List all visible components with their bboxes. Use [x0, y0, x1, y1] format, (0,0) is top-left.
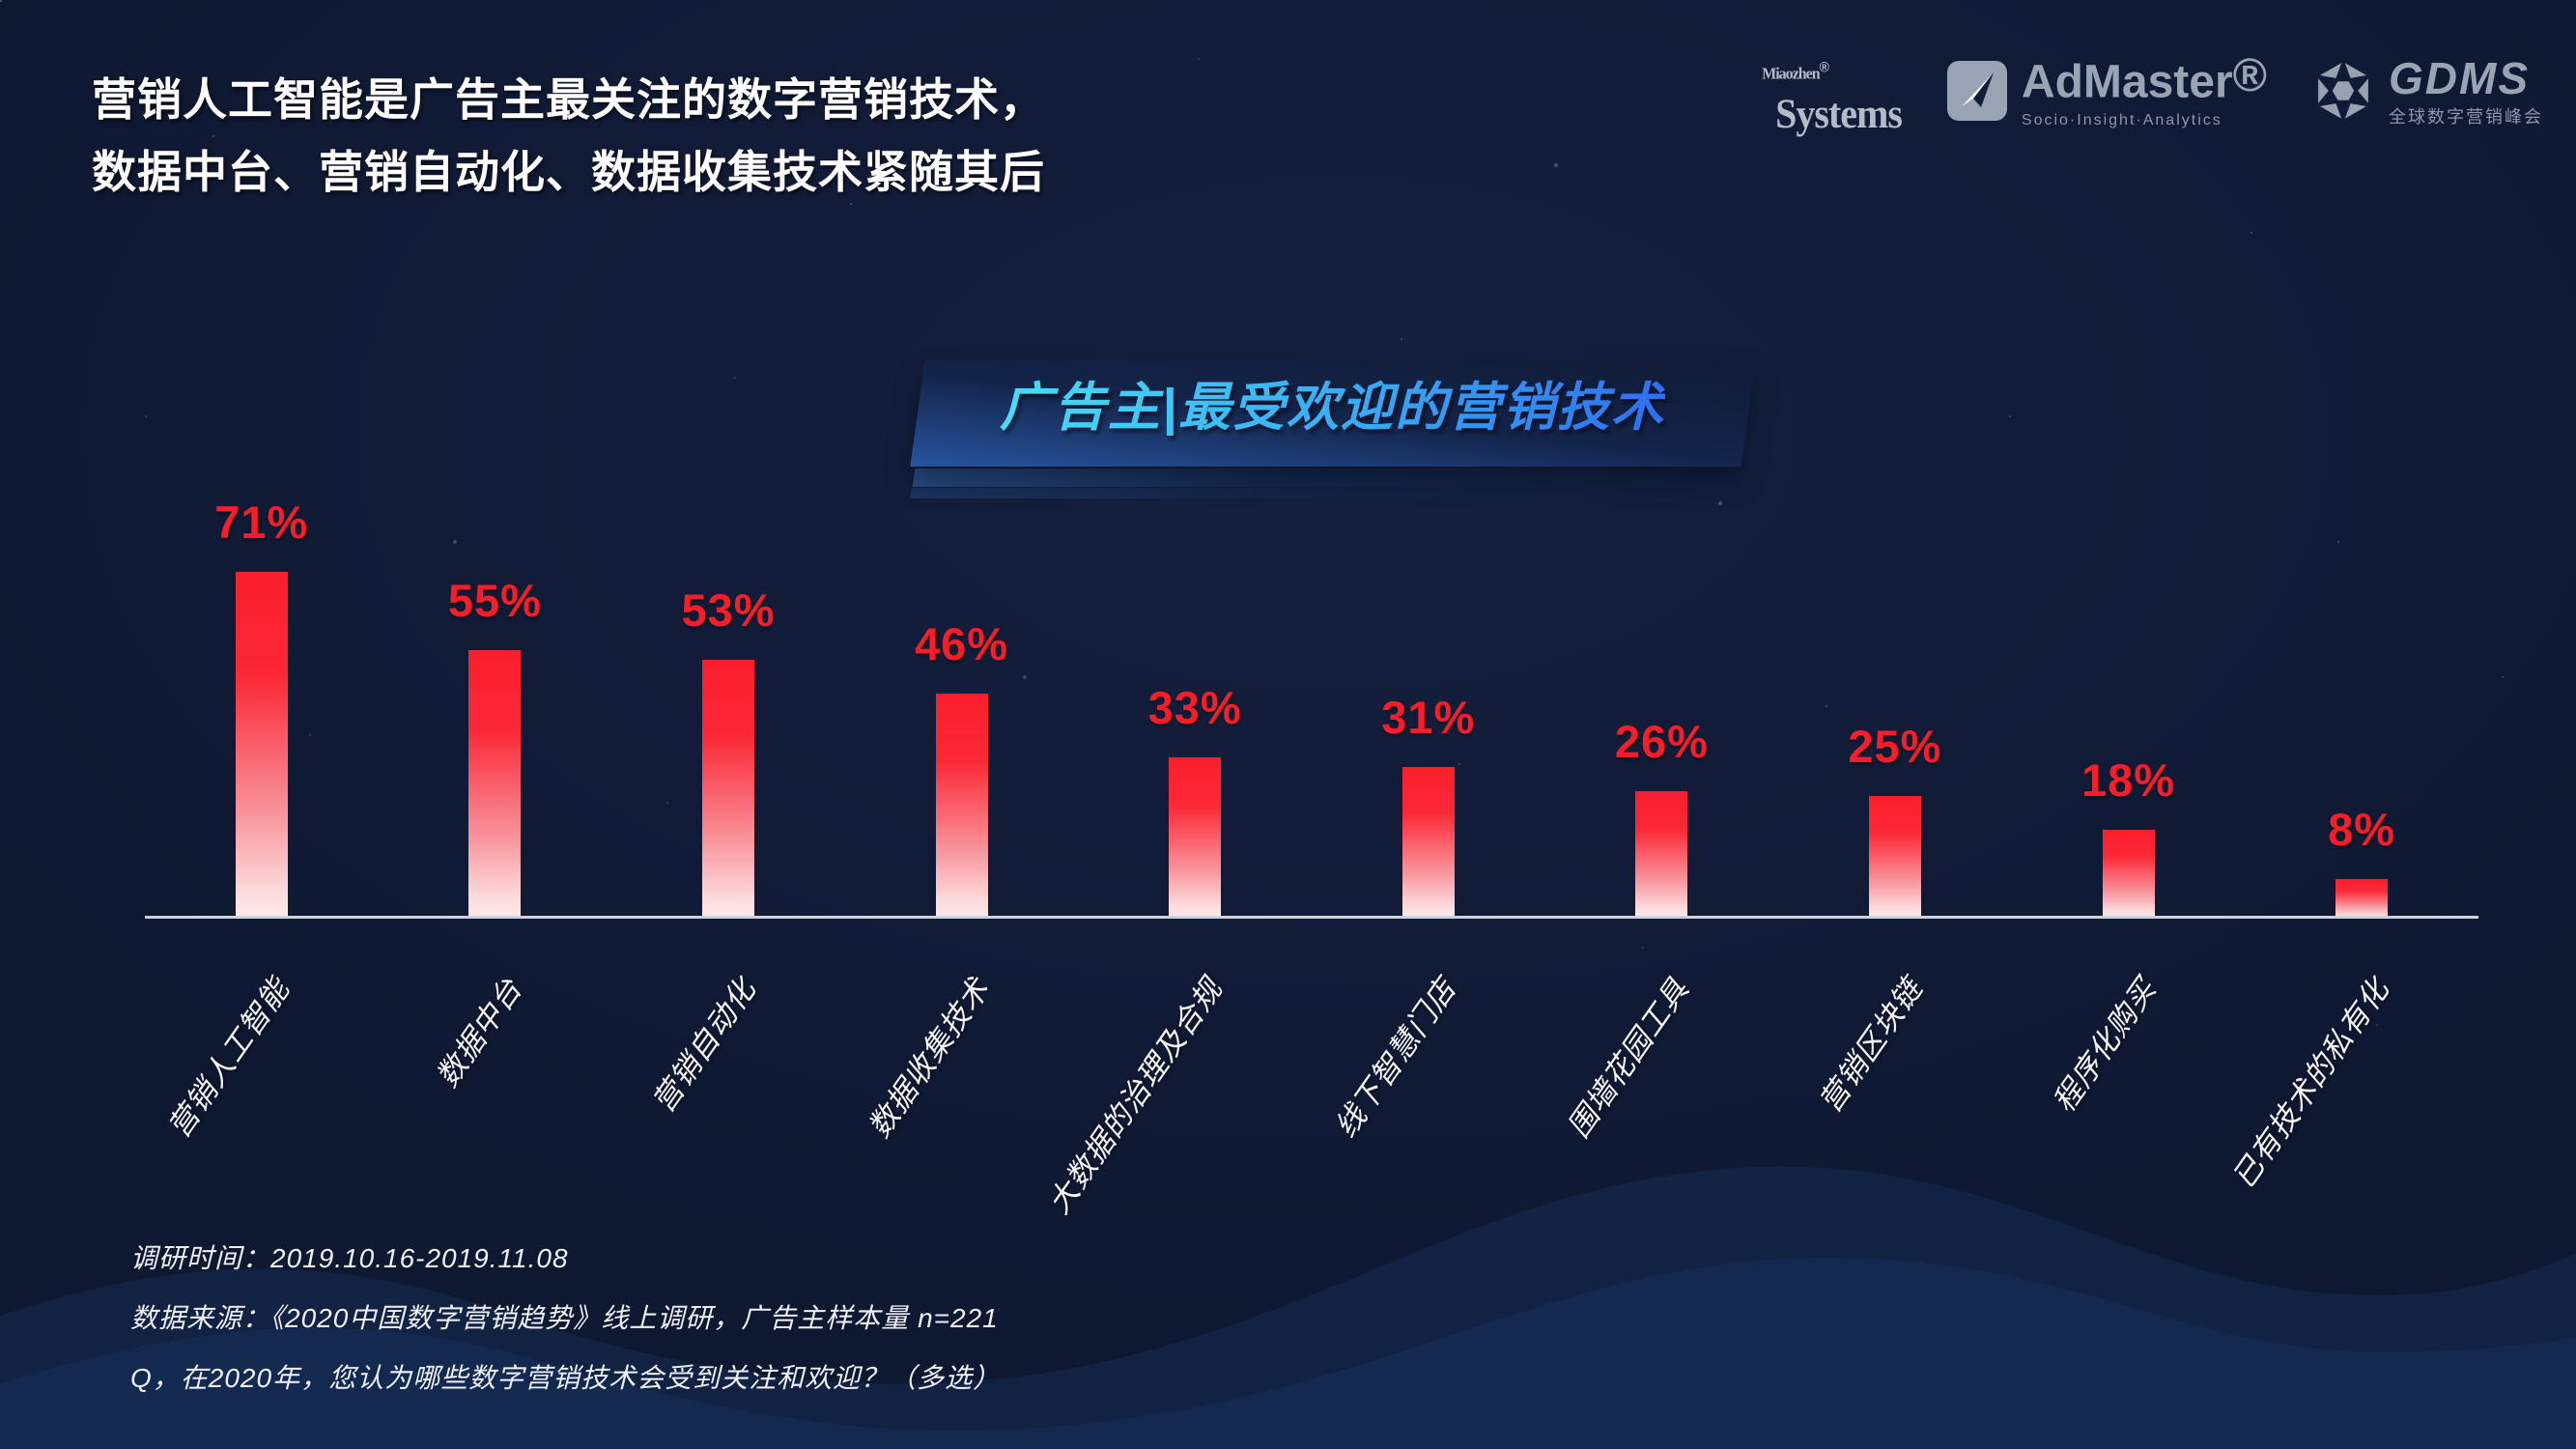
admaster-wordmark: AdMaster	[2021, 55, 2233, 107]
admaster-logo: AdMaster® Socio·Insight·Analytics	[1946, 49, 2267, 128]
category-label: 营销自动化	[645, 972, 763, 1119]
bar-slot: 26%	[1545, 715, 1779, 918]
bar-value-label: 46%	[915, 618, 1009, 669]
miaozhen-logo: Miaozhen® Systems	[1762, 47, 1903, 137]
miaozhen-wordmark-line1: Miaozhen	[1762, 65, 1821, 83]
category-label-slot: 线下智慧门店	[1312, 968, 1545, 1374]
bar	[1635, 791, 1688, 918]
bar	[935, 694, 988, 918]
bar-value-label: 53%	[681, 584, 776, 636]
bar-slot: 8%	[2245, 803, 2478, 918]
chart-title-banner: 广告主|最受欢迎的营销技术	[910, 360, 1756, 467]
bar-slot: 31%	[1312, 691, 1545, 918]
registered-mark: ®	[1819, 58, 1829, 75]
bar	[2335, 879, 2389, 918]
category-label-slot: 程序化购买	[2012, 968, 2246, 1374]
gdms-logo: GDMS 全球数字营销峰会	[2311, 56, 2543, 126]
bar-value-label: 31%	[1381, 692, 1476, 743]
category-label-slot: 营销区块链	[1778, 968, 2012, 1374]
bar-chart-plot-area: 71% 55% 53% 46% 33% 31% 26% 25% 18% 8%	[145, 483, 2478, 918]
admaster-paper-plane-icon	[1946, 60, 2007, 121]
category-label-slot: 围墙花园工具	[1545, 968, 1779, 1374]
survey-question-note: Q，在2020年，您认为哪些数字营销技术会受到关注和欢迎？（多选）	[130, 1363, 1002, 1393]
bar-slot: 25%	[1778, 720, 2012, 918]
footnotes: 调研时间：2019.10.16-2019.11.08 数据来源：《2020中国数…	[130, 1229, 1001, 1408]
category-label: 程序化购买	[2046, 972, 2163, 1119]
bar-slot: 55%	[379, 574, 612, 918]
bar	[1868, 796, 1921, 918]
bar-value-label: 18%	[2081, 754, 2176, 806]
bar-value-label: 26%	[1614, 716, 1709, 767]
registered-mark: ®	[2232, 49, 2267, 101]
category-label: 围墙花园工具	[1561, 972, 1696, 1144]
gdms-wordmark: GDMS	[2389, 52, 2530, 103]
category-label: 线下智慧门店	[1328, 972, 1462, 1144]
bar-value-label: 25%	[1848, 721, 1942, 772]
bar	[468, 650, 522, 918]
bar-slot: 71%	[145, 496, 379, 918]
category-label: 数据中台	[430, 972, 529, 1094]
page-title: 营销人工智能是广告主最关注的数字营销技术， 数据中台、营销自动化、数据收集技术紧…	[92, 64, 1045, 209]
category-label: 数据收集技术	[862, 972, 996, 1144]
miaozhen-wordmark-line2: Systems	[1775, 90, 1903, 137]
logo-bar: Miaozhen® Systems AdMaster® Socio·Insigh…	[1762, 49, 2543, 134]
bar-value-label: 55%	[447, 575, 542, 626]
category-label: 营销区块链	[1812, 972, 1930, 1119]
bar-value-label: 8%	[2328, 804, 2396, 855]
admaster-tagline: Socio·Insight·Analytics	[2021, 111, 2222, 128]
page-title-line1: 营销人工智能是广告主最关注的数字营销技术，	[92, 74, 1045, 125]
bar-value-label: 71%	[214, 497, 309, 548]
bar-slot: 53%	[611, 583, 845, 918]
category-label: 营销人工智能	[161, 972, 297, 1144]
bar	[701, 660, 754, 918]
category-label-slot: 已有技术的私有化	[2226, 968, 2478, 1374]
data-source-note: 数据来源：《2020中国数字营销趋势》线上调研，广告主样本量 n=221	[130, 1303, 999, 1333]
survey-period-note: 调研时间：2019.10.16-2019.11.08	[130, 1243, 569, 1273]
category-label-slot: 大数据的治理及合规	[1042, 968, 1312, 1374]
wave-background-decoration	[0, 1166, 2576, 1449]
page-title-line2: 数据中台、营销自动化、数据收集技术紧随其后	[92, 147, 1045, 197]
bar	[235, 572, 288, 918]
bar	[1169, 757, 1222, 918]
bar	[2102, 830, 2155, 918]
gdms-tagline: 全球数字营销峰会	[2389, 106, 2543, 127]
x-axis-baseline	[145, 916, 2478, 919]
bar-slot: 18%	[2012, 753, 2246, 918]
bar	[1401, 767, 1455, 918]
bar-slot: 46%	[845, 617, 1079, 918]
bar-slot: 33%	[1078, 681, 1312, 918]
bar-value-label: 33%	[1147, 682, 1242, 733]
gdms-hexagon-icon	[2314, 58, 2372, 123]
category-label: 已有技术的私有化	[2225, 972, 2396, 1195]
chart-title: 广告主|最受欢迎的营销技术	[1000, 364, 1665, 464]
